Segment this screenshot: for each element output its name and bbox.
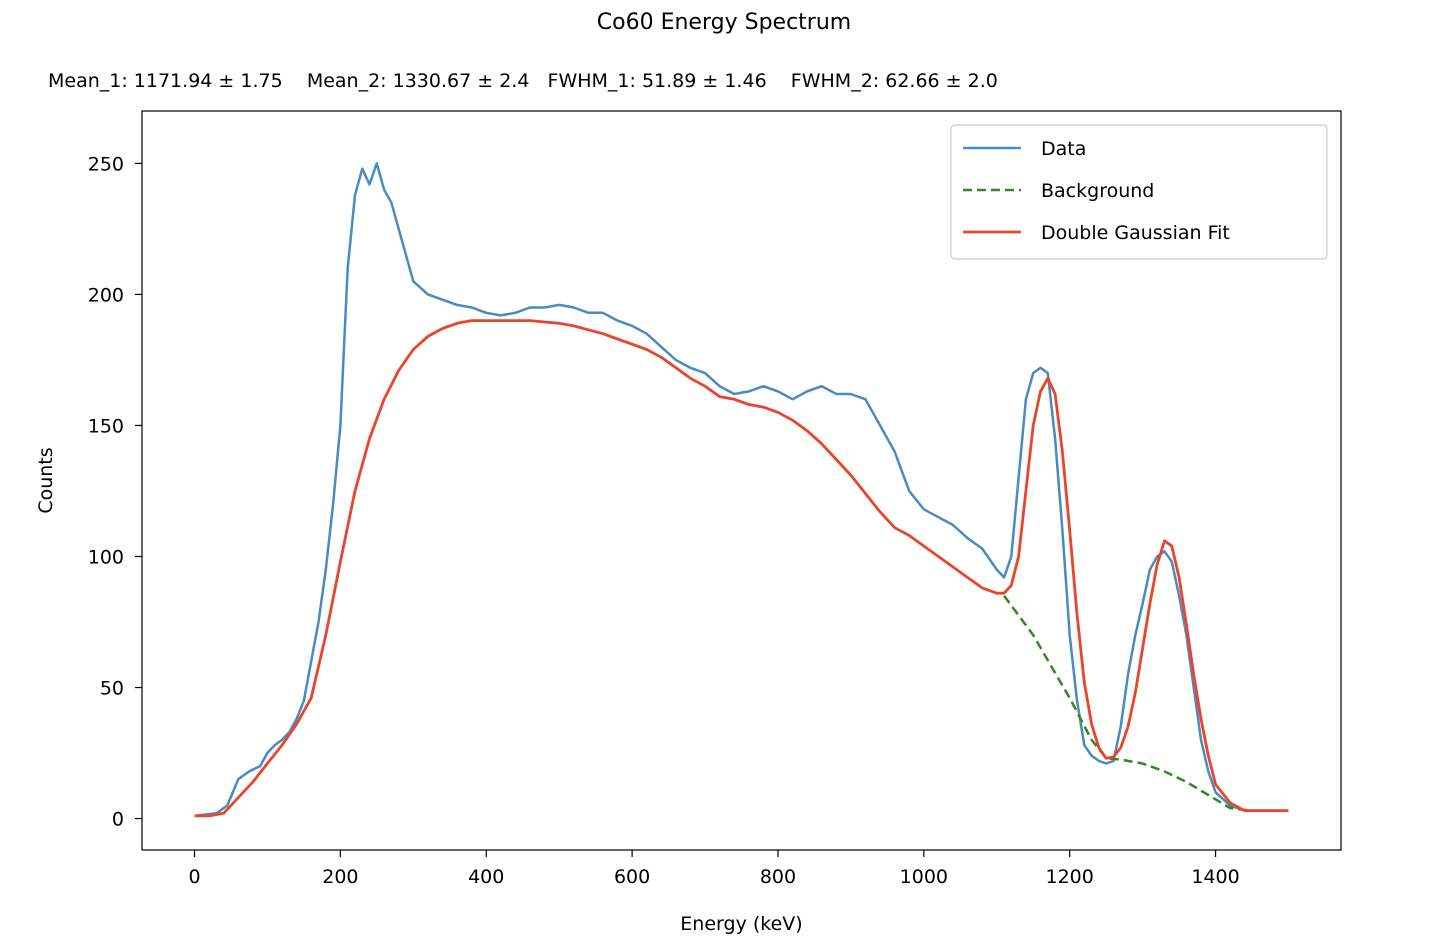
x-tick-label: 1200 xyxy=(1046,866,1094,888)
legend-label: Background xyxy=(1041,180,1154,202)
data-series-line xyxy=(194,162,1289,818)
y-tick-label: 200 xyxy=(88,284,124,306)
x-tick-label: 1000 xyxy=(900,866,948,888)
y-tick-label: 250 xyxy=(88,153,124,175)
chart-title: Co60 Energy Spectrum xyxy=(596,10,852,35)
x-tick-label: 1400 xyxy=(1191,866,1239,888)
x-tick-label: 0 xyxy=(188,866,200,888)
y-tick-label: 0 xyxy=(112,809,124,831)
background-series-line xyxy=(1003,595,1289,812)
fit-series-line xyxy=(194,319,1289,818)
y-tick-label: 150 xyxy=(88,415,124,437)
x-axis-label: Energy (keV) xyxy=(680,913,802,935)
legend-label: Double Gaussian Fit xyxy=(1041,222,1230,244)
x-tick-label: 200 xyxy=(322,866,358,888)
legend-box xyxy=(950,124,1328,260)
y-axis-label: Counts xyxy=(35,447,57,513)
y-tick-label: 50 xyxy=(100,678,124,700)
y-tick-label: 100 xyxy=(88,546,124,568)
x-tick-label: 800 xyxy=(760,866,796,888)
plot-frame xyxy=(141,110,1342,851)
x-tick-label: 400 xyxy=(468,866,504,888)
legend-label: Data xyxy=(1041,138,1086,160)
x-tick-label: 600 xyxy=(614,866,650,888)
chart-subtitle: Mean_1: 1171.94 ± 1.75 Mean_2: 1330.67 ±… xyxy=(48,70,998,92)
